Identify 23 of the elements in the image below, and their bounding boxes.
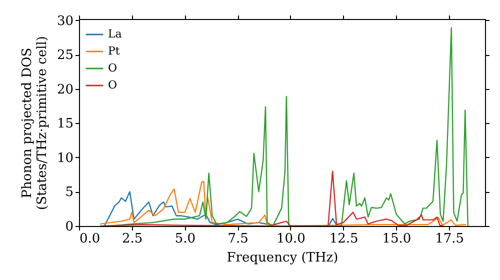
line-series	[100, 170, 444, 226]
x-tick-label: 7.5	[228, 232, 248, 246]
x-tick-label: 2.5	[122, 232, 143, 246]
legend-label: O	[108, 78, 118, 92]
y-tick-label: 5	[65, 185, 74, 200]
legend-label: La	[108, 28, 122, 40]
x-tick-label: 17.5	[435, 232, 464, 246]
y-tick-label: 20	[56, 82, 74, 98]
x-tick-label: 12.5	[329, 232, 358, 246]
x-tick-label: 0.0	[80, 232, 100, 246]
y-tick-label: 30	[56, 14, 74, 29]
y-tick-label: 15	[56, 116, 74, 132]
legend-label: Pt	[108, 44, 120, 58]
y-tick-label: 25	[56, 48, 74, 64]
legend-label: O	[108, 62, 118, 74]
x-axis-title: Frequency (THz)	[226, 250, 338, 266]
y-tick-label: 0	[65, 220, 74, 234]
x-tick-label: 5.0	[174, 232, 196, 246]
y-axis-title: Phonon projected DOS (States/THz·primitive cell)	[20, 36, 50, 210]
x-tick-label: 10.0	[276, 232, 306, 246]
line-series	[100, 180, 467, 226]
x-tick-label: 15.0	[382, 232, 412, 246]
y-tick-label: 10	[56, 150, 74, 166]
